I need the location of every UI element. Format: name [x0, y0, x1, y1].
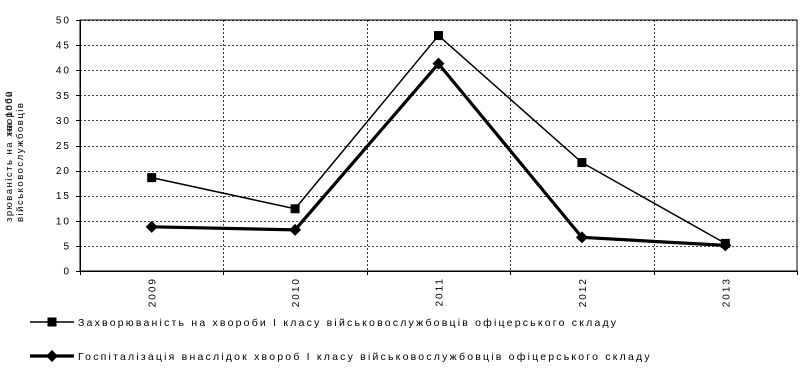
- y-tick-label: 25: [56, 141, 71, 152]
- series-1-point: [577, 158, 586, 167]
- legend-item-series-1: Захворюваність на хвороби І класу військ…: [30, 317, 618, 329]
- series-1-point: [434, 31, 443, 40]
- legend-item-series-2: Госпіталізація внаслідок хвороб І класу …: [30, 350, 652, 363]
- y-tick-label: 15: [56, 191, 71, 202]
- x-tick-label: 2010: [291, 277, 302, 307]
- legend-label-series-2: Госпіталізація внаслідок хвороб І класу …: [78, 351, 652, 363]
- y-tick-label: 40: [56, 66, 71, 77]
- x-tick-labels: 2009 2010 2011 2012 2013: [148, 277, 733, 307]
- y-tick-label: 5: [63, 241, 71, 252]
- x-tick-label: 2009: [148, 277, 159, 307]
- plot-border: [80, 20, 797, 271]
- y-axis-label: зрюваність на хвороби військовослужбовці…: [4, 90, 26, 222]
- plot-area: [80, 20, 797, 271]
- legend: Захворюваність на хвороби І класу військ…: [30, 317, 652, 363]
- y-tick-label: 20: [56, 166, 71, 177]
- legend-label-series-1: Захворюваність на хвороби І класу військ…: [78, 317, 618, 329]
- y-tick-label: 50: [56, 16, 71, 27]
- y-axis-label-line-2: військовослужбовців: [15, 102, 26, 222]
- y-axis-label-overlap: на 1000: [4, 90, 15, 135]
- y-tick-label: 10: [56, 216, 71, 227]
- legend-marker-series-2: [46, 350, 58, 362]
- y-tick-label: 0: [63, 267, 71, 278]
- y-tick-labels: 0 5 10 15 20 25 30 35 40 45 50: [56, 16, 71, 278]
- series-1-point: [147, 173, 156, 182]
- y-tick-label: 30: [56, 116, 71, 127]
- y-tick-label: 45: [56, 41, 71, 52]
- x-tick-label: 2013: [721, 277, 732, 307]
- series-1-point: [291, 204, 300, 213]
- x-tick-label: 2011: [435, 277, 446, 307]
- x-tick-label: 2012: [578, 277, 589, 307]
- legend-marker-series-1: [48, 318, 57, 327]
- y-tick-label: 35: [56, 91, 71, 102]
